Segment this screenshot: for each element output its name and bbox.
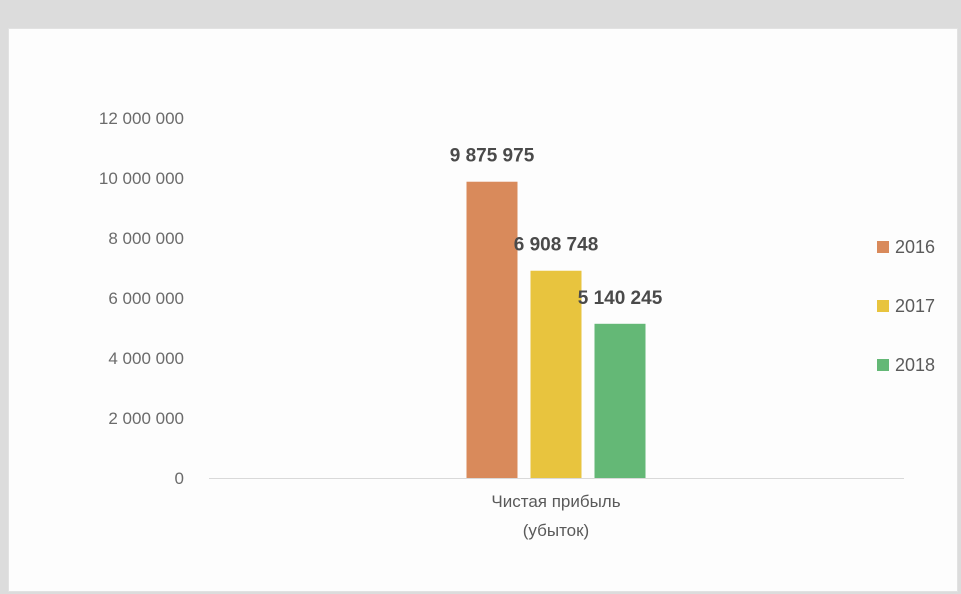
category-label: (убыток) [523, 521, 589, 540]
bar-2018 [594, 323, 646, 478]
bar-chart: 0 2 000 000 4 000 000 6 000 000 8 000 000 10 … [99, 109, 935, 540]
legend: 2016 2017 2018 [877, 237, 935, 375]
legend-label-2017: 2017 [895, 296, 935, 316]
data-label-2017: 6 908 748 [514, 235, 599, 256]
category-labels: Чистая прибыль (убыток) [491, 492, 620, 540]
y-tick-label: 4 000 000 [108, 349, 184, 368]
bars-group [466, 181, 646, 478]
chart-frame: 0 2 000 000 4 000 000 6 000 000 8 000 000 10 … [8, 28, 958, 592]
bar-2017 [530, 270, 582, 478]
bar-2016 [466, 181, 518, 478]
y-tick-label: 10 000 000 [99, 169, 184, 188]
legend-swatch-2018 [877, 359, 889, 371]
legend-label-2016: 2016 [895, 237, 935, 257]
y-tick-label: 0 [175, 469, 184, 488]
data-label-2016: 9 875 975 [450, 146, 535, 167]
y-tick-label: 8 000 000 [108, 229, 184, 248]
data-labels-group: 9 875 975 6 908 748 5 140 245 [450, 146, 663, 309]
legend-swatch-2017 [877, 300, 889, 312]
data-label-2018: 5 140 245 [578, 288, 663, 309]
legend-swatch-2016 [877, 241, 889, 253]
y-tick-label: 6 000 000 [108, 289, 184, 308]
y-tick-label: 2 000 000 [108, 409, 184, 428]
category-label: Чистая прибыль [491, 492, 620, 511]
y-tick-label: 12 000 000 [99, 109, 184, 128]
legend-label-2018: 2018 [895, 355, 935, 375]
y-axis: 0 2 000 000 4 000 000 6 000 000 8 000 000 10 … [99, 109, 184, 488]
